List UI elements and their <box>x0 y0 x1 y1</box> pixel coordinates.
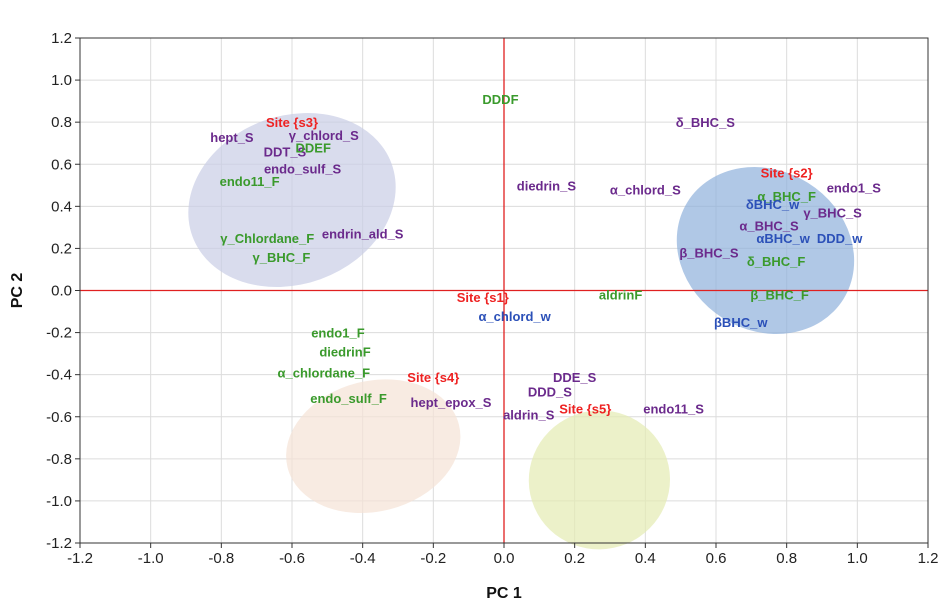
x-tick-label: 0.6 <box>706 550 727 567</box>
y-tick-label: -0.8 <box>46 451 72 468</box>
x-tick-label: -1.0 <box>138 550 164 567</box>
point-label: Site {s1} <box>457 290 509 305</box>
x-tick-label: -1.2 <box>67 550 93 567</box>
y-tick-label: -0.6 <box>46 409 72 426</box>
point-label: Site {s5} <box>559 401 611 416</box>
point-label: αBHC_w <box>756 231 810 246</box>
point-label: δ_BHC_F <box>747 254 806 269</box>
point-label: δ_BHC_S <box>676 115 736 130</box>
x-tick-label: -0.4 <box>350 550 376 567</box>
x-axis-title: PC 1 <box>486 585 522 602</box>
point-label: Site {s3} <box>266 115 318 130</box>
point-label: endo1_S <box>827 180 882 195</box>
x-tick-label: -0.6 <box>279 550 305 567</box>
x-tick-label: 0.8 <box>776 550 797 567</box>
point-label: γ_BHC_S <box>803 206 862 221</box>
point-label: α_BHC_S <box>739 218 799 233</box>
point-label: diedrinF <box>319 345 370 360</box>
y-tick-label: -1.0 <box>46 493 72 510</box>
y-tick-label: 1.0 <box>51 72 72 89</box>
point-label: aldrin_S <box>503 408 555 423</box>
point-label: endo11_F <box>220 174 280 189</box>
point-label: DDD_S <box>528 385 572 400</box>
y-tick-label: 0.8 <box>51 114 72 131</box>
y-tick-labels: 1.2 1.0 0.8 0.6 0.4 0.2 0.0 -0.2 -0.4 -0.6 -0.8 -1.… <box>46 30 80 552</box>
point-label: endo_sulf_F <box>310 391 387 406</box>
point-label: δBHC_w <box>746 197 800 212</box>
y-tick-label: 1.2 <box>51 30 72 47</box>
point-label: DDEF <box>296 140 331 155</box>
y-tick-label: -1.2 <box>46 535 72 552</box>
x-tick-label: 0.4 <box>635 550 656 567</box>
point-label: α_chlord_S <box>610 183 681 198</box>
point-label: γ_chlord_S <box>289 128 359 143</box>
cluster-ellipse <box>188 113 396 288</box>
point-label: γ_Chlordane_F <box>220 231 314 246</box>
point-label: endo1_F <box>311 326 365 341</box>
cluster-ellipse <box>528 410 671 550</box>
point-label: DDDF <box>482 92 518 107</box>
y-tick-label: 0.0 <box>51 283 72 300</box>
zero-lines <box>80 38 928 543</box>
point-label: α_chlord_w <box>478 309 551 324</box>
x-tick-label: -0.8 <box>208 550 234 567</box>
point-label: α_BHC_F <box>757 189 816 204</box>
cluster-ellipse <box>286 379 461 514</box>
x-tick-label: 0.2 <box>564 550 585 567</box>
y-tick-label: 0.4 <box>51 198 72 215</box>
point-label: DDT_S <box>264 145 307 160</box>
x-tick-label: -0.2 <box>420 550 446 567</box>
point-label: hept_epox_S <box>411 395 492 410</box>
y-axis-title: PC 2 <box>9 273 26 309</box>
point-label: α_chlordane_F <box>278 366 371 381</box>
point-label: Site {s2} <box>761 166 813 181</box>
point-label: β_BHC_S <box>679 246 739 261</box>
y-tick-label: -0.4 <box>46 367 72 384</box>
y-tick-label: 0.2 <box>51 240 72 257</box>
x-tick-label: 1.2 <box>918 550 939 567</box>
y-tick-label: -0.2 <box>46 325 72 342</box>
point-label: β_BHC_F <box>750 288 809 303</box>
point-label: endo_sulf_S <box>264 161 342 176</box>
point-label: DDD_w <box>817 231 863 246</box>
point-label: DDE_S <box>553 370 597 385</box>
point-label: γ_BHC_F <box>253 250 311 265</box>
x-tick-label: 1.0 <box>847 550 868 567</box>
point-label: diedrin_S <box>517 178 577 193</box>
point-label: hept_S <box>210 130 254 145</box>
y-tick-label: 0.6 <box>51 156 72 173</box>
point-label: Site {s4} <box>407 370 459 385</box>
x-tick-label: 0.0 <box>494 550 515 567</box>
point-label: aldrinF <box>599 288 642 303</box>
x-tick-labels: -1.2 -1.0 -0.8 -0.6 -0.4 -0.2 0.0 0.2 0.4 0.6 0.8 1… <box>67 543 938 567</box>
ellipse-layer <box>188 113 855 550</box>
cluster-ellipse <box>676 167 855 334</box>
point-label: endo11_S <box>643 401 704 416</box>
point-label: βBHC_w <box>714 315 768 330</box>
point-label: endrin_ald_S <box>322 227 404 242</box>
